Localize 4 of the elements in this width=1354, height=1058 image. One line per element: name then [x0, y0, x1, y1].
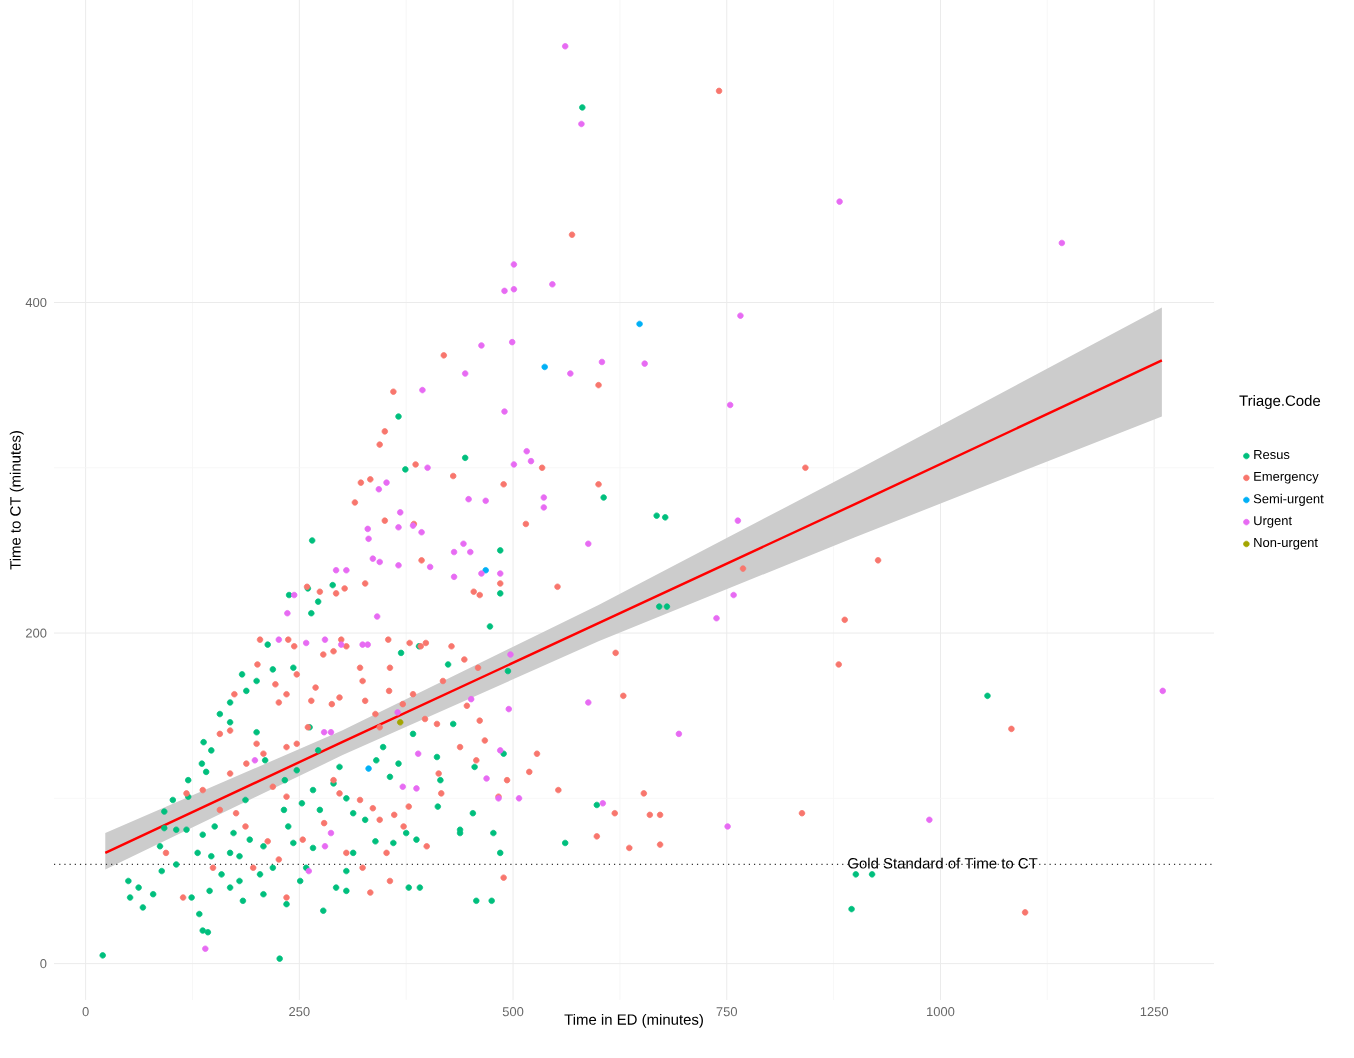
point: [541, 363, 548, 371]
point: [365, 765, 372, 772]
point: [397, 719, 404, 726]
point: [636, 320, 643, 328]
